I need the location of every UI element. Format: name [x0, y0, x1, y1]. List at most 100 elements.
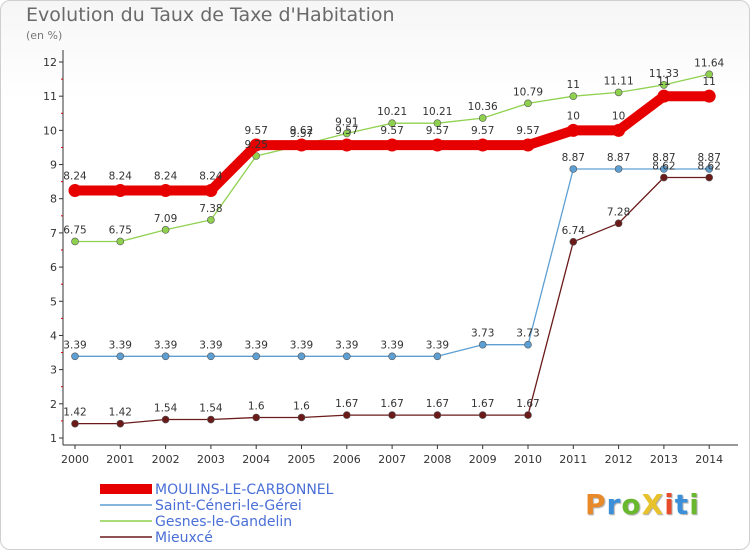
data-point	[113, 184, 127, 198]
data-label: 11.11	[604, 75, 634, 87]
series-line-1	[75, 168, 710, 357]
data-label: 1.6	[248, 400, 265, 412]
data-label: 1.54	[154, 403, 178, 415]
data-point	[478, 340, 487, 349]
x-tick-label: 2006	[333, 453, 361, 466]
data-label: 10	[567, 110, 580, 122]
data-point	[660, 173, 668, 182]
y-tick-label: 3	[50, 364, 57, 377]
y-tick-label: 9	[50, 159, 57, 172]
x-tick-label: 2001	[106, 453, 134, 466]
data-label: 9.57	[516, 125, 539, 137]
data-label: 7.09	[154, 213, 177, 225]
data-point	[614, 219, 623, 228]
data-point	[388, 119, 396, 127]
data-point	[342, 352, 351, 361]
y-tick-label: 10	[43, 124, 57, 137]
data-label: 6.74	[562, 225, 586, 237]
data-label: 9.57	[335, 125, 358, 137]
logo-letter: X	[641, 488, 665, 521]
y-tick-label: 6	[50, 261, 57, 274]
logo-letter: t	[674, 488, 690, 521]
x-tick-label: 2002	[152, 453, 180, 466]
data-point	[566, 123, 580, 137]
data-label: 3.39	[245, 339, 268, 351]
data-label: 1.67	[426, 398, 449, 410]
data-label: 3.39	[290, 339, 313, 351]
x-tick-label: 2009	[469, 453, 497, 466]
data-point	[159, 184, 173, 198]
data-label: 3.39	[380, 339, 403, 351]
data-point	[342, 411, 351, 419]
data-point	[521, 138, 535, 152]
y-tick-label: 4	[50, 329, 57, 342]
data-point	[702, 89, 716, 103]
data-label: 10.36	[468, 101, 498, 113]
data-point	[388, 352, 396, 361]
data-point	[705, 173, 714, 182]
x-tick-label: 2008	[423, 453, 451, 466]
x-tick-label: 2014	[695, 453, 723, 466]
data-label: 11	[657, 76, 670, 88]
data-point	[207, 352, 215, 361]
y-tick-label: 11	[43, 90, 57, 103]
data-label: 9.91	[335, 116, 358, 128]
data-point	[433, 119, 442, 127]
data-point	[161, 415, 170, 424]
data-label: 8.87	[562, 152, 585, 164]
legend-label: Gesnes-le-Gandelin	[155, 514, 292, 530]
data-label: 7.38	[199, 203, 222, 215]
data-point	[657, 89, 671, 103]
data-point	[295, 138, 308, 152]
data-label: 1.6	[293, 400, 310, 412]
data-point	[569, 92, 578, 100]
data-point	[340, 138, 354, 152]
data-label: 9.25	[245, 139, 268, 151]
data-point	[660, 165, 668, 173]
data-label: 9.57	[245, 125, 268, 137]
data-label: 1.42	[109, 407, 132, 419]
x-tick-label: 2004	[242, 453, 270, 466]
x-tick-label: 2000	[61, 453, 89, 466]
data-label: 8.87	[652, 152, 675, 164]
data-point	[116, 419, 125, 428]
x-tick-label: 2011	[559, 453, 587, 466]
data-label: 11.33	[649, 68, 679, 80]
data-label: 9.62	[290, 125, 313, 137]
x-tick-label: 2005	[288, 453, 316, 466]
data-point	[705, 165, 714, 173]
data-label: 9.57	[380, 125, 403, 137]
data-point	[249, 138, 263, 152]
x-tick-label: 2012	[605, 453, 633, 466]
data-point	[297, 413, 306, 422]
y-tick-label: 7	[50, 227, 57, 240]
data-point	[385, 138, 399, 152]
logo-letter: o	[621, 488, 642, 521]
x-tick-label: 2007	[378, 453, 406, 466]
data-point	[297, 352, 306, 361]
data-label: 3.73	[471, 328, 494, 340]
data-label: 10.79	[513, 86, 543, 98]
data-label: 3.39	[63, 339, 86, 351]
data-point	[207, 415, 215, 424]
data-point	[207, 216, 215, 224]
data-point	[430, 138, 444, 152]
data-label: 8.62	[652, 161, 675, 173]
data-point	[161, 352, 170, 361]
data-point	[478, 114, 487, 122]
data-point	[116, 237, 125, 246]
data-label: 1.54	[199, 403, 223, 415]
data-label: 7.28	[607, 206, 630, 218]
data-point	[252, 352, 261, 361]
data-point	[524, 99, 532, 108]
data-point	[705, 70, 714, 79]
data-point	[478, 411, 487, 419]
data-point	[569, 165, 578, 173]
data-point	[71, 237, 79, 246]
data-point	[161, 226, 170, 234]
data-point	[68, 184, 82, 198]
y-tick-label: 8	[50, 193, 57, 206]
data-point	[612, 123, 626, 137]
data-label: 3.39	[426, 339, 449, 351]
